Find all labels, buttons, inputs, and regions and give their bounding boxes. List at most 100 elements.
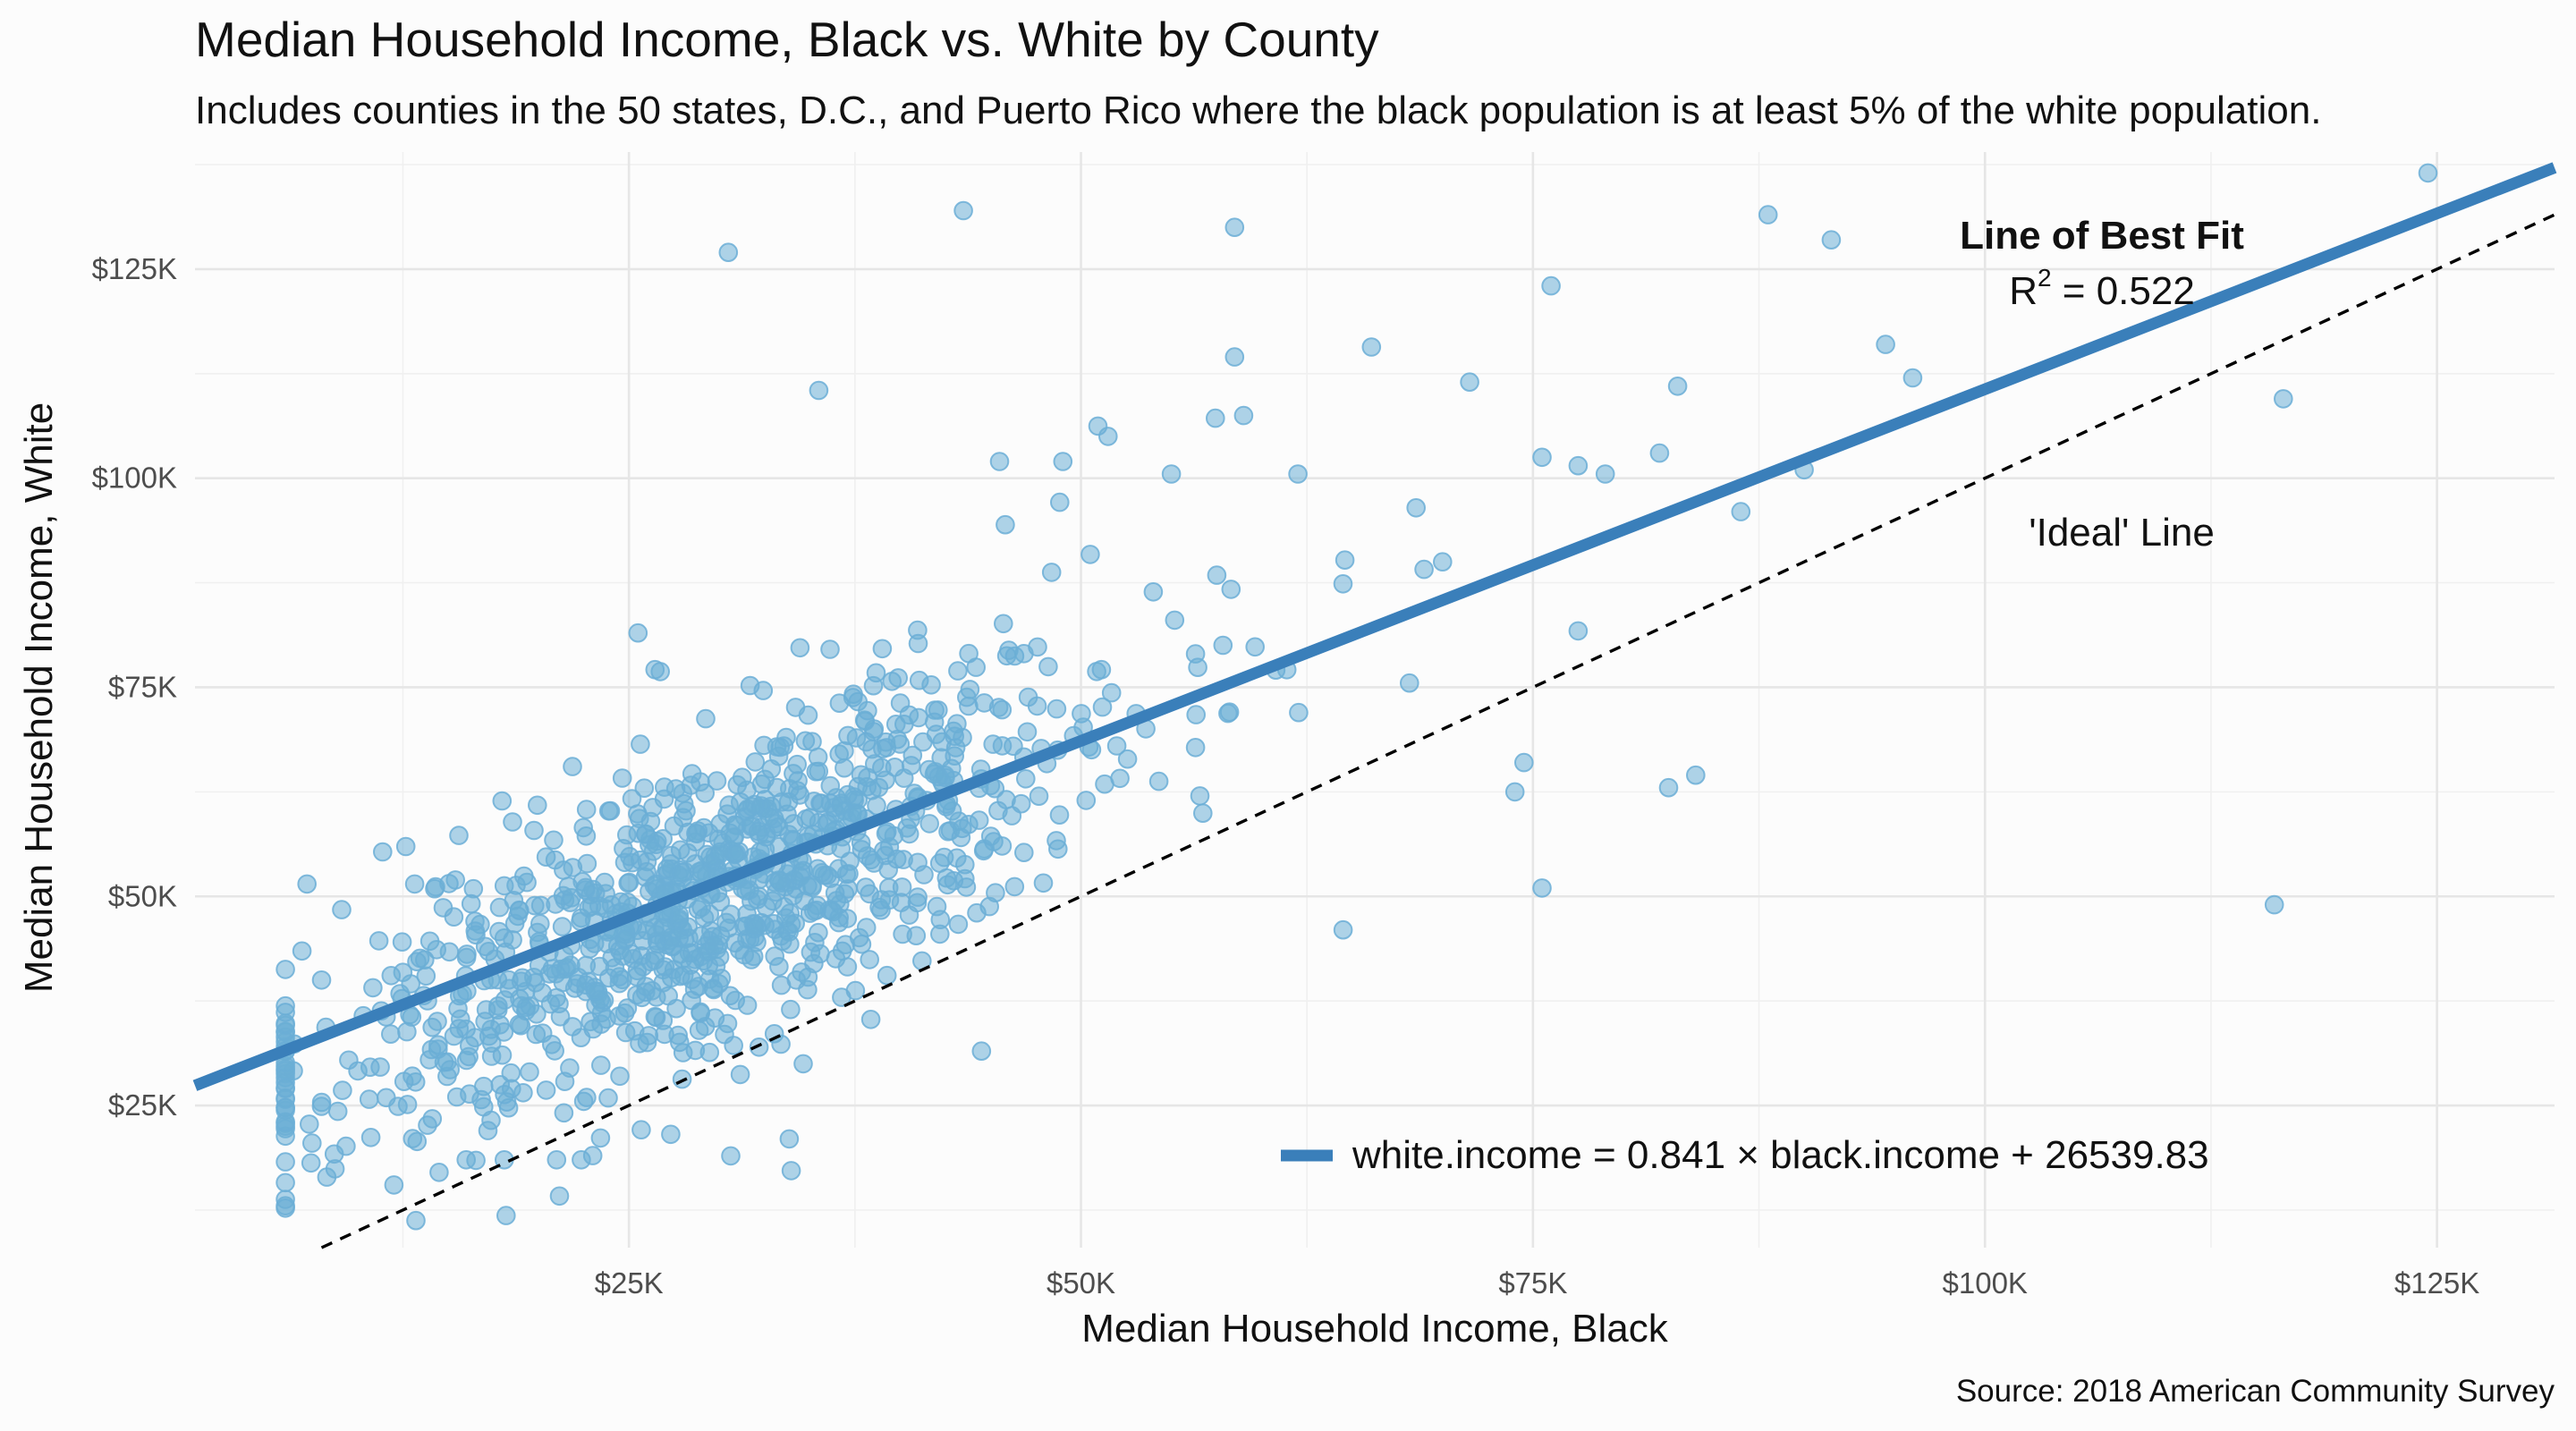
data-point	[536, 847, 556, 868]
data-point	[384, 1175, 404, 1195]
y-axis-label: Median Household Income, White	[17, 402, 61, 993]
ideal-line-label: 'Ideal' Line	[2029, 511, 2215, 555]
data-point	[764, 1024, 784, 1044]
data-point	[297, 874, 318, 894]
data-point	[1004, 646, 1025, 666]
data-point	[1289, 702, 1309, 723]
data-point	[1224, 217, 1245, 237]
data-point	[1161, 464, 1182, 484]
data-point	[781, 999, 801, 1020]
data-point	[598, 1088, 618, 1108]
data-point	[908, 887, 928, 907]
data-point	[691, 864, 711, 884]
data-point	[609, 967, 630, 986]
data-point	[1206, 408, 1225, 428]
data-point	[576, 955, 597, 976]
data-point	[996, 514, 1015, 535]
data-point	[779, 1129, 800, 1149]
data-point	[544, 830, 564, 851]
data-point	[520, 1062, 539, 1082]
data-point	[992, 736, 1013, 756]
r2-symbol: R	[2009, 269, 2038, 313]
data-point	[1101, 682, 1122, 703]
data-point	[829, 908, 850, 927]
data-point	[590, 1128, 611, 1148]
data-point	[1188, 657, 1208, 678]
data-point	[513, 1083, 533, 1103]
data-point	[720, 823, 741, 843]
data-point	[503, 930, 522, 950]
data-point	[572, 1150, 591, 1170]
data-point	[959, 643, 979, 664]
data-point	[664, 816, 684, 836]
data-point	[894, 768, 914, 788]
data-point	[618, 873, 639, 893]
data-point	[1504, 782, 1525, 802]
data-point	[767, 737, 787, 757]
data-point	[501, 1063, 521, 1083]
data-point	[809, 380, 829, 401]
data-point	[670, 1032, 690, 1053]
data-point	[388, 1097, 408, 1116]
data-point	[847, 803, 867, 824]
data-point	[787, 754, 808, 775]
data-point	[1076, 791, 1097, 810]
data-point	[710, 892, 731, 912]
data-point	[785, 698, 806, 717]
data-point	[731, 792, 750, 812]
data-point	[653, 829, 674, 849]
data-point	[1072, 704, 1091, 724]
data-point	[488, 996, 508, 1016]
data-point	[2274, 389, 2293, 409]
data-point	[994, 614, 1013, 634]
caption: Source: 2018 American Community Survey	[1956, 1374, 2555, 1409]
data-point	[1186, 705, 1206, 724]
x-axis-label: Median Household Income, Black	[1081, 1307, 1668, 1351]
data-point	[1233, 405, 1254, 426]
data-point	[1335, 550, 1355, 571]
data-point	[1018, 687, 1038, 707]
data-point	[703, 978, 724, 998]
data-point	[1117, 749, 1138, 769]
data-point	[691, 1002, 710, 1022]
data-point	[637, 920, 657, 940]
y-tick-label: $50K	[108, 879, 177, 912]
chart-title: Median Household Income, Black vs. White…	[195, 12, 1379, 67]
data-point	[795, 731, 816, 751]
data-point	[275, 960, 295, 979]
data-point	[325, 1159, 345, 1179]
data-point	[421, 1039, 442, 1060]
data-point	[1333, 574, 1353, 594]
data-point	[2418, 163, 2438, 183]
data-point	[858, 767, 877, 788]
data-point	[1038, 656, 1058, 677]
data-point	[422, 1017, 443, 1037]
data-point	[1017, 722, 1038, 742]
x-tick-label: $25K	[595, 1266, 664, 1300]
data-point	[402, 1066, 422, 1086]
data-point	[672, 1069, 692, 1089]
data-point	[615, 1022, 636, 1043]
fit-annotation-title: Line of Best Fit	[1960, 214, 2244, 258]
data-point	[1649, 443, 1670, 463]
data-point	[2264, 894, 2284, 915]
data-point	[876, 824, 896, 843]
data-point	[545, 1041, 565, 1061]
data-point	[748, 821, 768, 842]
data-point	[401, 974, 421, 994]
data-point	[1190, 786, 1210, 806]
data-point	[1731, 502, 1751, 521]
data-point	[832, 941, 852, 961]
data-point	[908, 633, 928, 654]
data-point	[909, 670, 929, 690]
data-point	[332, 900, 352, 919]
data-point	[665, 779, 686, 799]
data-point	[879, 890, 900, 910]
data-point	[937, 875, 958, 895]
data-point	[610, 1066, 630, 1087]
data-point	[1193, 803, 1213, 824]
data-point	[404, 874, 425, 894]
data-point	[554, 1103, 574, 1123]
data-point	[563, 858, 583, 877]
